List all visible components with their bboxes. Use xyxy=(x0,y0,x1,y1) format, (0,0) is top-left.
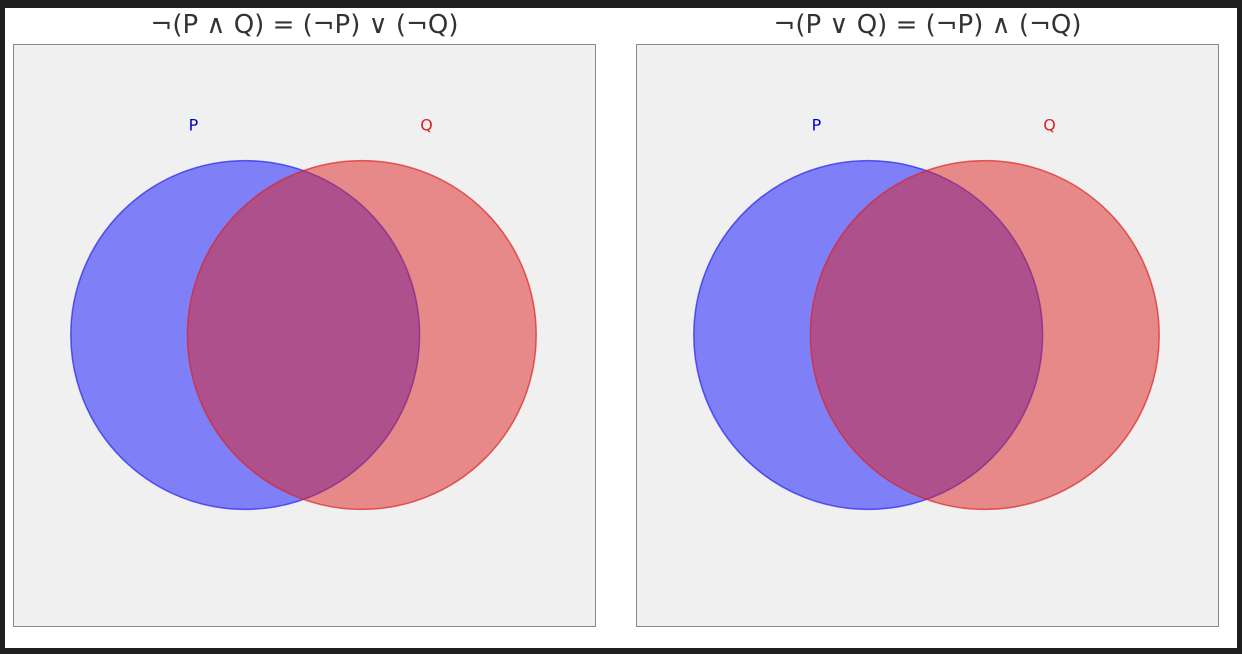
left-set-p-label: P xyxy=(189,116,199,135)
left-set-q-label: Q xyxy=(420,116,433,135)
left-panel-title: ¬(P ∧ Q) = (¬P) ∨ (¬Q) xyxy=(150,10,459,40)
left-venn-diagram: P Q xyxy=(13,44,596,627)
right-set-q-circle xyxy=(809,159,1160,511)
right-panel-title: ¬(P ∨ Q) = (¬P) ∧ (¬Q) xyxy=(773,10,1082,40)
right-venn-diagram: P Q xyxy=(636,44,1219,627)
right-set-q-label: Q xyxy=(1043,116,1056,135)
left-set-q-circle xyxy=(186,159,537,511)
right-set-p-label: P xyxy=(812,116,822,135)
